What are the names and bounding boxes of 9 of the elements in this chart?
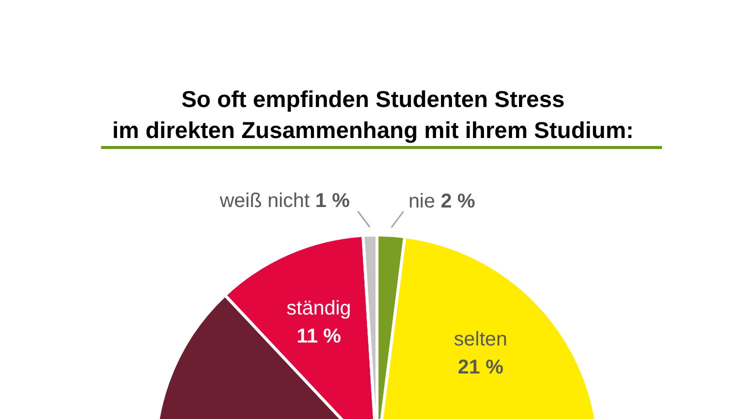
data-label: 2 % [440, 190, 476, 212]
chart-title: So oft empfinden Studenten Stress im direkten Zusammenhang mit ihrem Studium: [111, 85, 635, 145]
data-label: 11 % [296, 326, 342, 348]
slice-label: nie [408, 190, 441, 212]
data-label: 21 % [458, 356, 504, 378]
data-label: 1 % [315, 190, 350, 212]
slice-label: ständig [286, 298, 352, 320]
slice-label: weiß nicht [218, 190, 316, 212]
slice-label: selten [454, 328, 508, 350]
